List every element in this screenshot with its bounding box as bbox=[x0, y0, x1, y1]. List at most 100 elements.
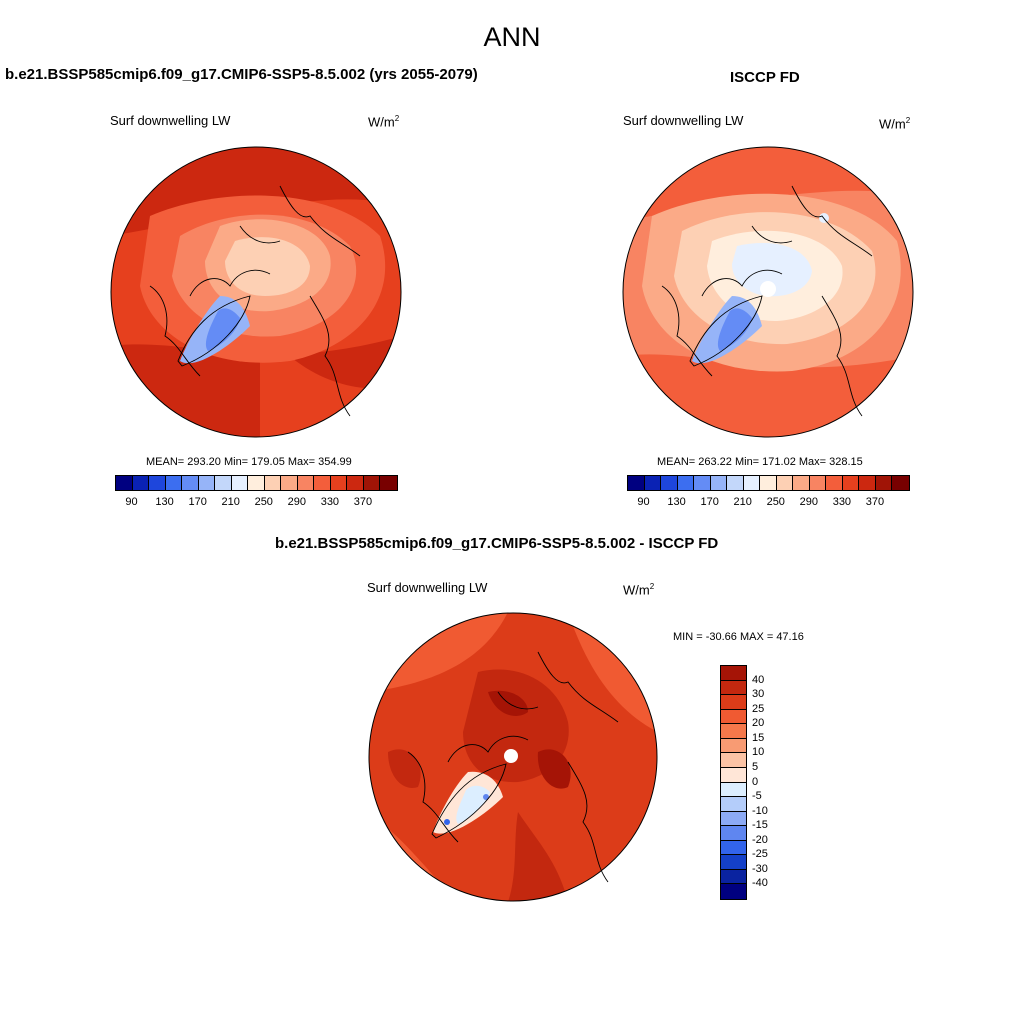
obs-colorbar-box bbox=[644, 476, 662, 490]
model-colorbar-box bbox=[198, 476, 216, 490]
diff-colorbar-box bbox=[721, 709, 746, 725]
diff-colorbar-box bbox=[721, 680, 746, 696]
model-colorbar-box bbox=[314, 476, 331, 490]
obs-variable-label: Surf downwelling LW bbox=[623, 113, 744, 128]
obs-colorbar-labels: 90 130 170 210 250 290 330 370 bbox=[627, 496, 908, 510]
obs-colorbar bbox=[627, 475, 910, 491]
diff-colorbar-tick-label: 20 bbox=[752, 717, 765, 730]
obs-colorbar-box bbox=[892, 476, 909, 490]
obs-colorbar-box bbox=[859, 476, 876, 490]
diff-colorbar-box bbox=[721, 869, 746, 885]
obs-colorbar-tick-label: 90 bbox=[637, 496, 650, 508]
obs-colorbar-tick-label: 330 bbox=[832, 496, 852, 508]
model-colorbar-box bbox=[347, 476, 364, 490]
diff-units-label: W/m2 bbox=[623, 582, 655, 598]
obs-colorbar-tick-label: 290 bbox=[799, 496, 818, 508]
model-colorbar-box bbox=[215, 476, 232, 490]
model-colorbar-box bbox=[149, 476, 166, 490]
diff-variable-label: Surf downwelling LW bbox=[367, 580, 488, 595]
model-polar-map bbox=[110, 146, 402, 438]
obs-colorbar-box bbox=[793, 476, 810, 490]
obs-colorbar-box bbox=[826, 476, 843, 490]
season-title: ANN bbox=[483, 22, 541, 52]
diff-colorbar-tick-label: 0 bbox=[752, 775, 759, 788]
diff-colorbar-box bbox=[721, 724, 746, 739]
diff-colorbar-box bbox=[721, 666, 746, 681]
obs-stats: MEAN= 263.22 Min= 171.02 Max= 328.15 bbox=[657, 456, 863, 468]
diff-stats: MIN = -30.66 MAX = 47.16 bbox=[673, 631, 804, 643]
diff-colorbar-labels: 40 30 25 20 15 10 5 0 -5 -10 -15 -20 -25 -30 -40 bbox=[752, 665, 792, 898]
obs-panel-title: ISCCP FD bbox=[730, 69, 800, 86]
model-colorbar-box bbox=[116, 476, 133, 490]
obs-colorbar-tick-label: 170 bbox=[700, 496, 719, 508]
diff-colorbar-box bbox=[721, 753, 746, 768]
diff-colorbar-tick-label: -15 bbox=[752, 819, 768, 832]
obs-colorbar-box bbox=[760, 476, 777, 490]
model-colorbar-box bbox=[380, 476, 397, 490]
diff-colorbar-box bbox=[721, 738, 746, 754]
diff-colorbar-tick-label: 30 bbox=[752, 688, 765, 701]
diff-colorbar-box bbox=[721, 767, 746, 783]
diff-colorbar-box bbox=[721, 695, 746, 710]
model-colorbar-box bbox=[363, 476, 381, 490]
diff-colorbar-tick-label: -40 bbox=[752, 877, 768, 890]
model-units-label: W/m2 bbox=[368, 114, 400, 130]
diff-colorbar-tick-label: -20 bbox=[752, 833, 768, 846]
model-variable-label: Surf downwelling LW bbox=[110, 113, 231, 128]
obs-colorbar-box bbox=[694, 476, 711, 490]
obs-units-label: W/m2 bbox=[879, 116, 911, 132]
model-colorbar-box bbox=[231, 476, 249, 490]
diff-polar-map bbox=[368, 612, 658, 902]
model-colorbar-box bbox=[297, 476, 315, 490]
diff-panel-title: b.e21.BSSP585cmip6.f09_g17.CMIP6-SSP5-8.… bbox=[275, 535, 719, 552]
obs-colorbar-box bbox=[776, 476, 794, 490]
diff-colorbar-box bbox=[721, 797, 746, 812]
model-colorbar-tick-label: 290 bbox=[287, 496, 306, 508]
diff-colorbar-box bbox=[721, 855, 746, 870]
model-colorbar-tick-label: 330 bbox=[320, 496, 340, 508]
model-colorbar-box bbox=[132, 476, 150, 490]
diff-colorbar-tick-label: 10 bbox=[752, 746, 765, 759]
obs-colorbar-box bbox=[743, 476, 761, 490]
obs-colorbar-box bbox=[661, 476, 678, 490]
model-colorbar-box bbox=[330, 476, 348, 490]
diff-colorbar-tick-label: 40 bbox=[752, 673, 765, 686]
obs-colorbar-tick-label: 250 bbox=[766, 496, 785, 508]
diff-colorbar-box bbox=[721, 811, 746, 827]
diff-colorbar-tick-label: -25 bbox=[752, 848, 768, 861]
model-panel-title: b.e21.BSSP585cmip6.f09_g17.CMIP6-SSP5-8.… bbox=[5, 66, 478, 83]
obs-colorbar-box bbox=[710, 476, 728, 490]
diff-colorbar-tick-label: 5 bbox=[752, 760, 759, 773]
obs-colorbar-box bbox=[875, 476, 893, 490]
obs-polar-map bbox=[622, 146, 914, 438]
obs-colorbar-box bbox=[677, 476, 695, 490]
obs-colorbar-box bbox=[809, 476, 827, 490]
model-colorbar-tick-label: 170 bbox=[188, 496, 207, 508]
obs-colorbar-tick-label: 210 bbox=[733, 496, 752, 508]
model-colorbar-box bbox=[165, 476, 183, 490]
diff-colorbar-tick-label: 25 bbox=[752, 702, 765, 715]
diff-colorbar-box bbox=[721, 782, 746, 798]
model-colorbar bbox=[115, 475, 398, 491]
model-colorbar-box bbox=[264, 476, 282, 490]
diff-colorbar-tick-label: 15 bbox=[752, 731, 765, 744]
obs-colorbar-box bbox=[842, 476, 860, 490]
diff-colorbar bbox=[720, 665, 747, 900]
model-colorbar-box bbox=[248, 476, 265, 490]
obs-colorbar-tick-label: 130 bbox=[667, 496, 686, 508]
model-stats: MEAN= 293.20 Min= 179.05 Max= 354.99 bbox=[146, 456, 352, 468]
model-colorbar-tick-label: 210 bbox=[221, 496, 240, 508]
model-colorbar-tick-label: 130 bbox=[155, 496, 174, 508]
diff-colorbar-tick-label: -5 bbox=[752, 790, 762, 803]
obs-colorbar-box bbox=[628, 476, 645, 490]
diff-colorbar-tick-label: -10 bbox=[752, 804, 768, 817]
diff-colorbar-box bbox=[721, 884, 746, 899]
obs-colorbar-box bbox=[727, 476, 744, 490]
model-colorbar-labels: 90 130 170 210 250 290 330 370 bbox=[115, 496, 396, 510]
diff-colorbar-box bbox=[721, 840, 746, 856]
diff-colorbar-box bbox=[721, 826, 746, 841]
model-colorbar-tick-label: 370 bbox=[353, 496, 373, 508]
model-colorbar-tick-label: 90 bbox=[125, 496, 138, 508]
model-colorbar-box bbox=[281, 476, 298, 490]
model-colorbar-box bbox=[182, 476, 199, 490]
